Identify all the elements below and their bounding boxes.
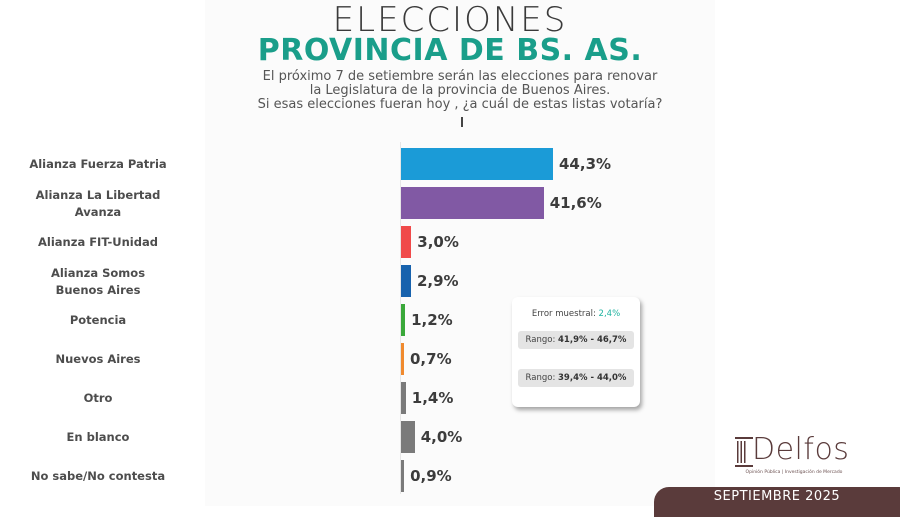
text-cursor-mark [461,117,463,127]
subtitle-line-3: Si esas elecciones fueran hoy , ¿a cuál … [257,97,663,112]
bar-label: Alianza Fuerza Patria [8,156,188,173]
bar-value: 2,9% [416,272,459,290]
bar-label: Potencia [8,312,188,329]
bar-value: 44,3% [559,155,612,173]
range-2: Rango: 39,4% - 44,0% [518,369,634,387]
bar-value: 1,2% [411,311,453,329]
bar-label-line: Alianza Somos [50,266,146,280]
bar-label-line: En blanco [66,430,130,444]
bar-label-line: Buenos Aires [55,283,141,297]
bar-label: Otro [8,390,188,407]
bar-value: 1,4% [411,389,454,407]
bar-label-line: Nuevos Aires [55,352,141,366]
bar [401,304,406,336]
bar-label-line: Otro [83,391,113,405]
bar [401,343,404,375]
bar-value: 3,0% [417,233,459,251]
range-value: 41,9% - 46,7% [558,335,627,345]
bar-value: 0,9% [410,467,452,485]
bar [401,226,412,258]
error-muestral: Error muestral: 2,4% [512,309,640,319]
bar-label: Alianza FIT-Unidad [8,234,188,251]
bar-value: 41,6% [549,194,602,212]
brand-tagline: Opinión Pública | Investigación de Merca… [745,470,843,475]
error-label: Error muestral: [531,309,599,319]
brand-name: Delfos [752,432,850,467]
bar-label-line: Avanza [74,205,122,219]
range-label: Rango: [525,373,559,383]
chart-axis-line [400,142,401,494]
bar-label-line: Alianza La Libertad [35,188,161,202]
bar-label-line: Alianza Fuerza Patria [29,157,167,171]
subtitle-line-2: la Legislatura de la provincia de Buenos… [309,83,611,98]
bar-label: Alianza La Libertad Avanza [8,187,188,221]
bar-value: 4,0% [420,428,463,446]
error-box: Error muestral: 2,4% Rango: 41,9% - 46,7… [512,297,640,407]
bar [401,382,406,414]
bar-label-line: No sabe/No contesta [30,469,166,483]
bar-label-line: Potencia [69,313,127,327]
title-elecciones: ELECCIONES [332,0,568,40]
bar-label: No sabe/No contesta [8,468,188,485]
bar [401,148,553,180]
column-icon [735,437,753,467]
bar [401,421,415,453]
bar [401,187,544,219]
date-label: SEPTIEMBRE 2025 [713,489,841,504]
error-value: 2,4% [598,309,621,319]
bar [401,460,405,492]
range-1: Rango: 41,9% - 46,7% [518,331,634,349]
range-label: Rango: [525,335,559,345]
range-value: 39,4% - 44,0% [558,373,627,383]
subtitle-line-1: El próximo 7 de setiembre serán las elec… [262,69,658,84]
title-provincia: PROVINCIA DE BS. AS. [257,33,643,68]
bar-label: En blanco [8,429,188,446]
infographic-panel [205,0,715,506]
bar-value: 0,7% [410,350,452,368]
delfos-logo: Delfos Opinión Pública | Investigación d… [734,432,854,476]
bar-label: Alianza Somos Buenos Aires [8,265,188,299]
bar-label: Nuevos Aires [8,351,188,368]
bar [401,265,411,297]
bar-label-line: Alianza FIT-Unidad [38,235,158,249]
